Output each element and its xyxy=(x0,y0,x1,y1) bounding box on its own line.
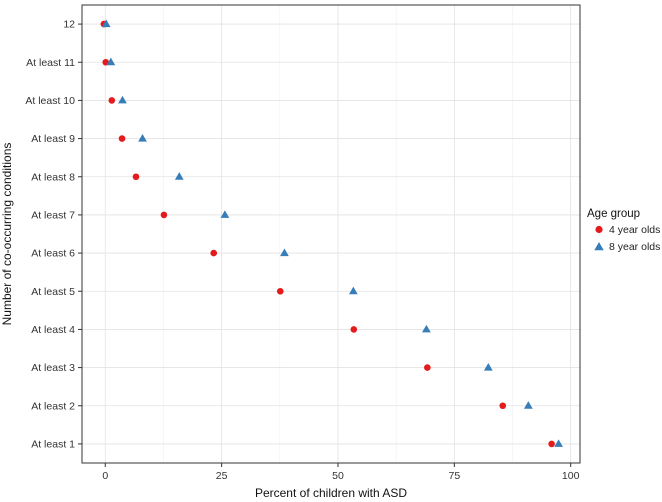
data-point-circle xyxy=(160,211,168,219)
y-tick-label: At least 11 xyxy=(26,57,75,69)
y-tick-label: At least 7 xyxy=(31,209,75,221)
data-point-triangle xyxy=(554,439,563,447)
data-point-triangle xyxy=(138,133,147,142)
data-point-circle xyxy=(499,402,507,410)
x-tick-label: 100 xyxy=(562,470,580,482)
x-tick-label: 75 xyxy=(448,470,460,482)
y-tick-label: At least 8 xyxy=(31,171,75,183)
data-point-circle xyxy=(118,135,126,142)
legend-title: Age group xyxy=(587,208,640,220)
legend-label: 8 year olds xyxy=(609,241,660,253)
legend-key-triangle xyxy=(594,242,604,251)
y-tick-label: At least 4 xyxy=(31,324,75,336)
x-tick-label: 50 xyxy=(332,470,344,482)
data-point-triangle xyxy=(106,57,116,66)
legend-label: 4 year olds xyxy=(609,224,660,236)
data-point-circle xyxy=(350,326,358,333)
data-point-circle xyxy=(276,287,284,295)
data-point-triangle xyxy=(483,362,493,371)
data-point-triangle xyxy=(118,95,127,104)
data-point-circle xyxy=(108,97,116,104)
y-tick-label: At least 6 xyxy=(31,248,75,260)
data-points xyxy=(100,19,563,448)
data-point-triangle xyxy=(280,248,289,257)
data-point-circle xyxy=(548,440,555,448)
data-point-triangle xyxy=(422,324,431,333)
y-tick-label: At least 3 xyxy=(31,362,75,374)
data-point-circle xyxy=(424,364,431,371)
plot-panel xyxy=(81,4,581,464)
data-point-circle xyxy=(132,173,140,181)
y-tick-label: At least 10 xyxy=(25,95,75,107)
data-point-triangle xyxy=(348,286,358,295)
data-point-triangle xyxy=(174,172,184,180)
y-tick-label: 12 xyxy=(63,19,75,31)
y-tick-label: At least 5 xyxy=(31,286,75,298)
series-circles xyxy=(100,20,555,448)
x-tick-label: 0 xyxy=(102,470,108,482)
y-axis-title: Number of co-occurring conditions xyxy=(0,143,14,326)
x-axis: 0 25 50 75 100 xyxy=(102,463,580,482)
y-tick-label: At least 1 xyxy=(31,438,75,450)
data-point-triangle xyxy=(523,401,533,409)
y-tick-label: At least 2 xyxy=(31,400,75,412)
x-tick-label: 25 xyxy=(216,470,228,482)
y-axis: 12 At least 11 At least 10 At least 9 At lea… xyxy=(25,19,82,450)
series-triangles xyxy=(101,19,563,447)
data-point-triangle xyxy=(220,210,230,218)
legend: Age group 4 year olds 8 year olds xyxy=(587,208,660,253)
grid xyxy=(82,5,580,463)
legend-key-circle xyxy=(595,225,603,234)
y-tick-label: At least 9 xyxy=(31,133,75,145)
x-axis-title: Percent of children with ASD xyxy=(255,486,407,500)
data-point-circle xyxy=(210,249,218,257)
data-point-triangle xyxy=(101,19,111,28)
